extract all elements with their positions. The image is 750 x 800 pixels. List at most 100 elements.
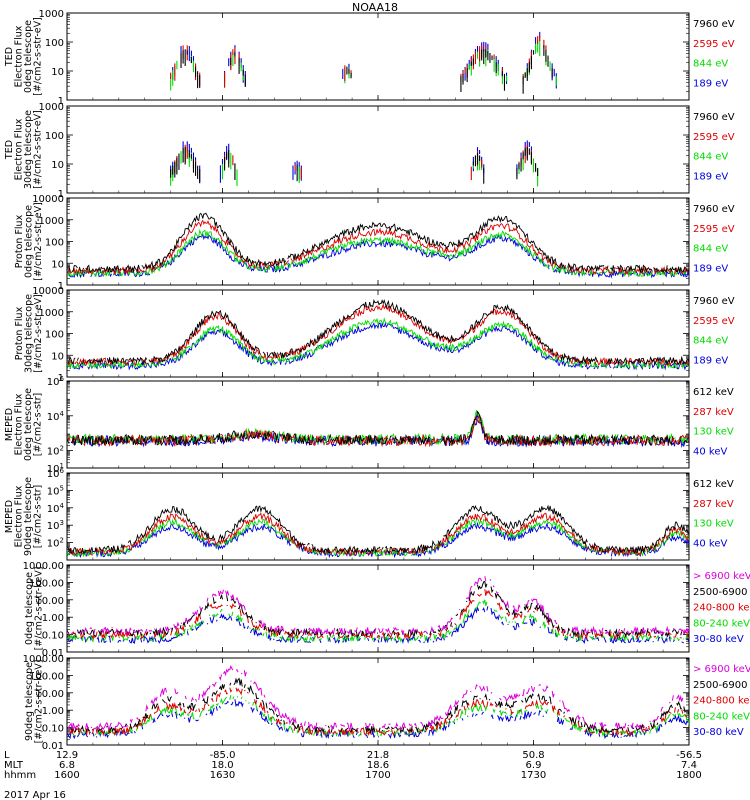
y-axis-label-line: [#/cm2-s-str-keV] bbox=[34, 567, 45, 651]
y-axis-label-line: [#/cm2-s-str-eV] bbox=[33, 17, 44, 96]
footer-value: 1630 bbox=[210, 770, 235, 781]
y-tick-label: 0.01 bbox=[42, 741, 64, 752]
y-tick-label: 100.00 bbox=[29, 671, 64, 682]
footer-value: 6.8 bbox=[59, 760, 75, 771]
legend-entry-magenta: > 6900 keV bbox=[693, 664, 750, 675]
y-axis-label-line: 0deg telescope bbox=[23, 388, 34, 461]
y-tick-label: 1000 bbox=[39, 102, 64, 113]
legend-entry-black: 2500-6900 bbox=[693, 587, 748, 598]
footer-value: 18.6 bbox=[367, 760, 389, 771]
y-axis-label-line: MEPED bbox=[4, 500, 15, 533]
legend-entry-blue: 30-80 keV bbox=[693, 634, 744, 645]
y-axis-label-line: 0deg telescope bbox=[24, 205, 35, 278]
y-tick-label: 105 bbox=[47, 484, 64, 497]
y-tick-label: 1000.00 bbox=[23, 561, 64, 572]
footer-value: 6.9 bbox=[526, 760, 542, 771]
legend-entry-magenta: > 6900 keV bbox=[693, 571, 750, 582]
panel-traces bbox=[67, 212, 689, 279]
footer-row-label: L bbox=[4, 750, 10, 761]
trace-line-black bbox=[67, 504, 689, 555]
y-axis-label-line: 0deg telescope bbox=[23, 20, 34, 93]
y-axis-label-line: [#/cm2-s-str] bbox=[33, 393, 44, 456]
legend-entry-blue: 189 eV bbox=[693, 355, 728, 366]
legend-entry-green: 844 eV bbox=[693, 152, 728, 163]
y-tick-label: 100.00 bbox=[29, 578, 64, 589]
legend-entry-blue: 40 keV bbox=[693, 538, 727, 549]
panel-traces bbox=[170, 140, 539, 187]
y-axis-label-line: 30deg telescope bbox=[24, 294, 35, 373]
y-tick-exponent: 1 bbox=[60, 462, 64, 470]
trace-line-magenta bbox=[68, 666, 685, 729]
y-axis-label-line: [#/cm2-s-str-eV] bbox=[33, 202, 44, 281]
y-axis-label-line: Proton Flux bbox=[14, 306, 25, 360]
footer-row-label: MLT bbox=[4, 760, 24, 771]
trace-line-black bbox=[67, 298, 689, 366]
y-tick-label: 102 bbox=[47, 537, 64, 550]
footer-value: 1800 bbox=[676, 770, 701, 781]
y-tick-label: 100 bbox=[45, 330, 64, 341]
panel-frame bbox=[66, 380, 690, 469]
panel-frame bbox=[66, 105, 690, 194]
y-tick-label: 1 bbox=[58, 96, 64, 107]
y-tick-exponent: 6 bbox=[60, 467, 65, 475]
y-axis-label-line: TED bbox=[4, 47, 15, 67]
footer-row-label: hhmm bbox=[4, 770, 36, 781]
panel-traces bbox=[170, 31, 557, 94]
y-tick-label: 10.00 bbox=[35, 689, 64, 700]
trace-line-black bbox=[69, 677, 689, 735]
y-tick-label: 1 bbox=[58, 189, 64, 200]
chart-title: NOAA18 bbox=[352, 1, 398, 14]
trace-line-green bbox=[71, 694, 689, 737]
legend-entry-black: 7960 eV bbox=[693, 19, 735, 30]
legend-entry-green: 844 eV bbox=[693, 244, 728, 255]
y-tick-label: 102 bbox=[47, 445, 64, 458]
legend-entry-black: 7960 eV bbox=[693, 112, 735, 123]
trace-line-magenta bbox=[67, 576, 689, 636]
y-tick-label: 0.10 bbox=[42, 631, 64, 642]
y-tick-label: 104 bbox=[47, 502, 65, 515]
trace-line-blue bbox=[67, 606, 689, 645]
trace-line-black bbox=[67, 212, 689, 274]
y-tick-label: 10 bbox=[51, 351, 64, 362]
y-tick-label: 1 bbox=[58, 281, 64, 292]
panel-traces bbox=[67, 666, 689, 740]
legend-entry-green: 80-240 keV bbox=[693, 711, 750, 722]
legend-entry-blue: 30-80 keV bbox=[693, 727, 744, 738]
y-tick-label: 10.00 bbox=[35, 596, 64, 607]
legend-entry-black: 612 keV bbox=[693, 387, 734, 398]
footer-value: 18.0 bbox=[211, 760, 233, 771]
y-tick-label: 1.00 bbox=[42, 706, 64, 717]
panel-traces bbox=[67, 410, 689, 449]
y-tick-label: 10 bbox=[51, 160, 64, 171]
y-tick-exponent: 4 bbox=[60, 502, 65, 510]
legend-entry-black: 7960 eV bbox=[693, 204, 735, 215]
trace-line-red bbox=[67, 219, 689, 276]
footer-value: 12.9 bbox=[56, 750, 78, 761]
y-axis-label-line: Proton Flux bbox=[14, 214, 25, 268]
y-tick-exponent: 2 bbox=[60, 537, 64, 545]
legend-entry-red: 240-800 keV bbox=[693, 603, 750, 614]
y-axis-label-line: 30deg telescope bbox=[23, 110, 34, 189]
y-axis-label-line: MEPED bbox=[4, 408, 15, 441]
date-label: 2017 Apr 16 bbox=[4, 790, 66, 800]
legend-entry-green: 130 keV bbox=[693, 519, 734, 530]
y-axis-label-line: [#/cm2-s-str-keV] bbox=[34, 660, 45, 744]
trace-line-red bbox=[67, 302, 689, 367]
y-tick-label: 100 bbox=[45, 38, 64, 49]
footer-value: -85.0 bbox=[210, 750, 236, 761]
y-tick-label: 1000 bbox=[39, 216, 64, 227]
panel-traces bbox=[67, 576, 689, 645]
y-axis-label-line: 90deg telescope bbox=[24, 662, 35, 741]
y-tick-label: 0.01 bbox=[42, 648, 64, 659]
y-tick-label: 1000.00 bbox=[23, 654, 64, 665]
y-axis-label-line: TED bbox=[4, 140, 15, 160]
legend-entry-green: 130 keV bbox=[693, 427, 734, 438]
